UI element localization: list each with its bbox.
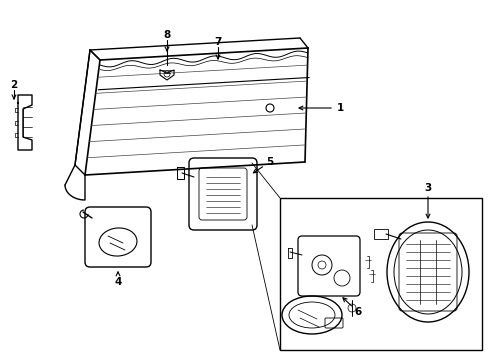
Text: 1: 1 [336,103,343,113]
Text: 2: 2 [10,80,18,90]
Bar [280,198,481,350]
Text: 5: 5 [266,157,273,167]
Text: 4: 4 [114,277,122,287]
Text: 6: 6 [354,307,361,317]
Text: 3: 3 [424,183,431,193]
Bar [373,229,387,239]
Text: 8: 8 [163,30,170,40]
Text: 7: 7 [214,37,221,47]
